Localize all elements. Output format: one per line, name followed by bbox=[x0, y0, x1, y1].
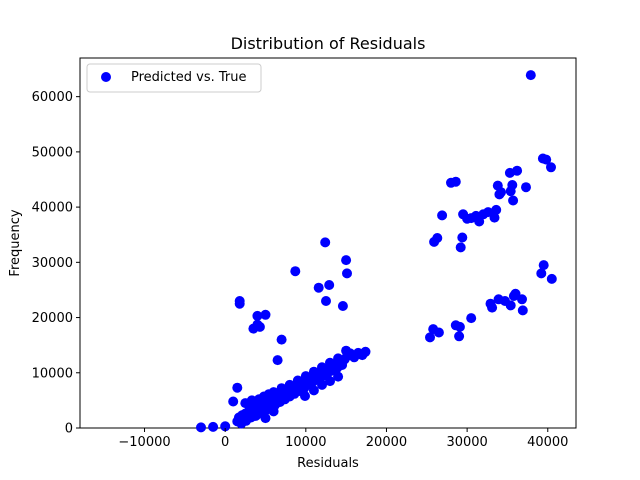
data-point-109 bbox=[313, 282, 324, 293]
y-axis-label: Frequency bbox=[8, 209, 23, 276]
data-point-132 bbox=[536, 268, 547, 279]
data-point-84 bbox=[325, 357, 335, 368]
x-axis-label: Residuals bbox=[297, 456, 359, 471]
data-point-115 bbox=[342, 268, 352, 279]
data-point-95 bbox=[252, 409, 263, 420]
data-point-116 bbox=[425, 332, 435, 343]
data-point-103 bbox=[234, 296, 245, 306]
data-point-150 bbox=[491, 204, 502, 215]
data-point-120 bbox=[454, 331, 465, 342]
data-point-110 bbox=[320, 237, 331, 248]
data-point-164 bbox=[208, 421, 219, 432]
data-point-97 bbox=[268, 406, 279, 417]
data-point-98 bbox=[232, 382, 243, 393]
y-tick-label: 20000 bbox=[32, 311, 73, 326]
data-point-80 bbox=[292, 375, 303, 386]
data-points bbox=[196, 70, 557, 433]
data-point-99 bbox=[272, 355, 283, 366]
data-point-118 bbox=[433, 327, 444, 338]
x-tick-label: 0 bbox=[221, 435, 229, 450]
data-point-87 bbox=[300, 391, 310, 401]
data-point-149 bbox=[489, 212, 500, 223]
y-tick-label: 60000 bbox=[32, 90, 73, 105]
data-point-156 bbox=[507, 180, 518, 190]
data-point-122 bbox=[466, 313, 477, 324]
data-point-78 bbox=[276, 383, 287, 394]
x-tick-label: 20000 bbox=[366, 435, 407, 450]
y-tick-label: 50000 bbox=[32, 145, 73, 160]
chart-title: Distribution of Residuals bbox=[231, 34, 426, 53]
data-point-105 bbox=[254, 321, 265, 332]
y-tick-label: 10000 bbox=[32, 366, 73, 381]
data-point-158 bbox=[512, 165, 523, 176]
data-point-89 bbox=[317, 379, 327, 390]
data-point-136 bbox=[432, 233, 443, 243]
data-point-163 bbox=[546, 162, 556, 173]
data-point-77 bbox=[268, 387, 279, 398]
data-point-83 bbox=[317, 362, 327, 373]
data-point-106 bbox=[252, 310, 263, 321]
y-tick-label: 0 bbox=[65, 422, 73, 437]
data-point-100 bbox=[276, 334, 287, 345]
plot-frame bbox=[79, 57, 577, 429]
x-tick-label: 40000 bbox=[527, 435, 568, 450]
data-point-113 bbox=[337, 301, 348, 311]
x-axis-ticks: −10000 0 10000 20000 30000 40000 bbox=[118, 428, 568, 450]
data-point-94 bbox=[246, 395, 257, 406]
y-tick-label: 30000 bbox=[32, 256, 73, 271]
data-point-162 bbox=[541, 154, 552, 165]
data-point-134 bbox=[546, 273, 557, 284]
x-tick-label: −10000 bbox=[118, 435, 170, 450]
data-point-121 bbox=[454, 321, 465, 332]
data-point-90 bbox=[325, 376, 335, 387]
data-point-127 bbox=[505, 300, 516, 311]
data-point-82 bbox=[308, 366, 319, 377]
data-point-130 bbox=[517, 294, 527, 305]
data-point-112 bbox=[324, 280, 335, 290]
y-axis-ticks: 0 10000 20000 30000 40000 50000 60000 bbox=[32, 90, 80, 437]
data-point-96 bbox=[260, 413, 271, 424]
data-point-131 bbox=[517, 305, 528, 316]
data-point-139 bbox=[450, 176, 461, 187]
data-point-85 bbox=[333, 353, 344, 364]
data-point-166 bbox=[220, 421, 231, 432]
data-point-140 bbox=[455, 242, 466, 253]
x-tick-label: 30000 bbox=[446, 435, 487, 450]
data-point-160 bbox=[525, 70, 536, 81]
y-tick-label: 40000 bbox=[32, 201, 73, 216]
data-point-91 bbox=[333, 371, 344, 382]
data-point-165 bbox=[196, 422, 206, 433]
data-point-71 bbox=[299, 383, 310, 394]
data-point-159 bbox=[521, 182, 531, 193]
data-point-81 bbox=[300, 371, 311, 382]
legend-marker-predicted-vs-true bbox=[101, 72, 111, 82]
data-point-79 bbox=[284, 379, 295, 390]
data-point-157 bbox=[508, 195, 519, 206]
data-point-108 bbox=[290, 266, 301, 277]
legend-frame bbox=[86, 63, 262, 93]
x-tick-label: 10000 bbox=[285, 435, 326, 450]
data-point-137 bbox=[437, 210, 448, 221]
data-point-153 bbox=[496, 187, 506, 198]
data-point-86 bbox=[341, 345, 352, 356]
data-point-57 bbox=[360, 346, 371, 357]
data-point-92 bbox=[228, 396, 239, 407]
data-point-133 bbox=[538, 260, 549, 271]
data-point-107 bbox=[260, 309, 271, 320]
legend: Predicted vs. True bbox=[86, 63, 262, 93]
data-point-114 bbox=[341, 255, 352, 266]
data-point-111 bbox=[321, 296, 331, 306]
legend-label-predicted-vs-true: Predicted vs. True bbox=[131, 70, 247, 85]
data-point-141 bbox=[457, 232, 468, 243]
data-point-124 bbox=[487, 302, 498, 313]
data-point-88 bbox=[308, 385, 319, 396]
